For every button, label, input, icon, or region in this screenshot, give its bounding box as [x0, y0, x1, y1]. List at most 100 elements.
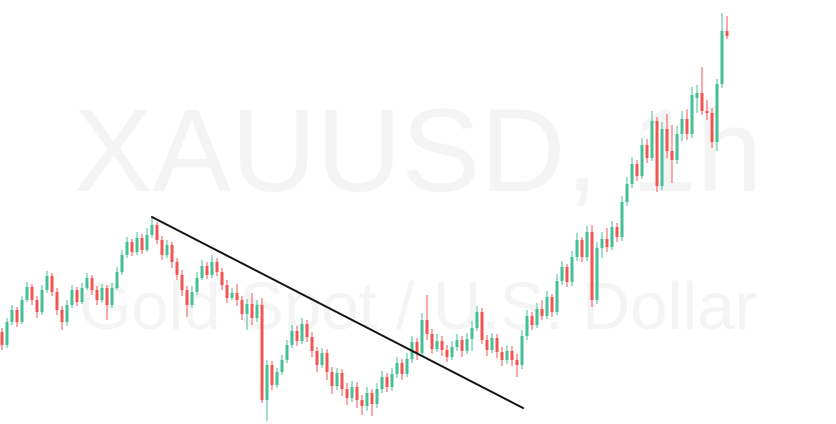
candle-body: [395, 363, 399, 374]
candle-body: [425, 320, 429, 334]
candle-body: [200, 266, 204, 278]
candle-body: [440, 341, 444, 350]
candle-body: [225, 285, 229, 298]
candle-body: [640, 145, 644, 176]
candle-body: [385, 377, 389, 387]
candle-body: [120, 255, 124, 272]
candle-body: [545, 297, 549, 316]
candle-body: [470, 328, 474, 339]
candle-body: [275, 372, 279, 385]
candle-body: [20, 300, 24, 322]
candle-body: [680, 119, 684, 134]
candle-body: [580, 240, 584, 257]
candle-body: [110, 288, 114, 305]
candle-body: [520, 336, 524, 365]
candle-body: [400, 363, 404, 374]
candle-body: [205, 266, 209, 275]
candle-body: [390, 374, 394, 387]
candle-body: [345, 389, 349, 398]
candle-body: [30, 287, 34, 300]
candle-body: [550, 297, 554, 312]
candle-body: [700, 93, 704, 111]
trendline[interactable]: [151, 216, 524, 409]
candle-body: [310, 337, 314, 351]
candle-body: [705, 111, 709, 113]
candle-body: [140, 238, 144, 250]
candle-body: [460, 340, 464, 351]
candle-body: [695, 93, 699, 98]
candle-body: [355, 387, 359, 400]
candle-body: [710, 113, 714, 142]
candle-body: [715, 84, 719, 142]
candle-body: [670, 151, 674, 160]
candle-body: [125, 242, 129, 255]
candle-body: [240, 300, 244, 314]
candle-body: [625, 184, 629, 202]
candle-body: [595, 248, 599, 300]
candle-body: [620, 202, 624, 237]
candle-body: [455, 340, 459, 347]
candle-body: [250, 304, 254, 318]
candle-body: [105, 288, 109, 305]
candle-body: [325, 353, 329, 372]
candle-body: [375, 389, 379, 404]
candle-body: [155, 225, 159, 240]
candle-body: [260, 305, 264, 400]
candle-body: [360, 400, 364, 406]
candle-body: [190, 292, 194, 305]
candle-body: [220, 272, 224, 285]
candle-body: [645, 145, 649, 158]
candle-body: [570, 257, 574, 282]
candle-body: [290, 331, 294, 345]
candle-body: [540, 309, 544, 316]
candle-body: [475, 312, 479, 328]
candle-body: [610, 227, 614, 247]
candle-body: [280, 360, 284, 372]
candle-body: [725, 31, 729, 36]
candle-body: [195, 278, 199, 292]
candle-body: [295, 331, 299, 341]
candle-body: [305, 324, 309, 337]
candle-body: [25, 287, 29, 300]
candle-body: [615, 227, 619, 237]
candle-body: [565, 267, 569, 282]
candle-wick: [246, 299, 248, 330]
candle-body: [380, 377, 384, 389]
candle-body: [70, 290, 74, 305]
candle-body: [130, 242, 134, 252]
candle-body: [650, 121, 654, 158]
candle-body: [215, 262, 219, 272]
candle-body: [285, 345, 289, 360]
candle-body: [185, 290, 189, 305]
candle-body: [50, 276, 54, 292]
candle-body: [35, 300, 39, 312]
candle-body: [555, 281, 559, 312]
candle-body: [175, 262, 179, 275]
candles: [0, 13, 729, 421]
candle-body: [585, 232, 589, 257]
candle-wick: [726, 16, 728, 39]
candle-body: [165, 245, 169, 255]
candle-body: [495, 338, 499, 352]
candle-body: [505, 351, 509, 360]
candle-body: [315, 351, 319, 365]
candle-body: [430, 334, 434, 349]
candle-body: [300, 324, 304, 341]
candle-body: [415, 342, 419, 353]
candle-body: [510, 351, 514, 360]
candle-body: [635, 164, 639, 176]
candle-body: [600, 239, 604, 248]
candle-body: [160, 240, 164, 255]
candle-wick: [701, 67, 703, 115]
candle-body: [40, 290, 44, 312]
candle-body: [515, 360, 519, 365]
candle-body: [0, 332, 4, 345]
candle-body: [465, 339, 469, 351]
candle-body: [665, 129, 669, 151]
candle-body: [490, 338, 494, 350]
candle-body: [605, 239, 609, 247]
candle-body: [320, 353, 324, 365]
candle-body: [150, 225, 154, 235]
